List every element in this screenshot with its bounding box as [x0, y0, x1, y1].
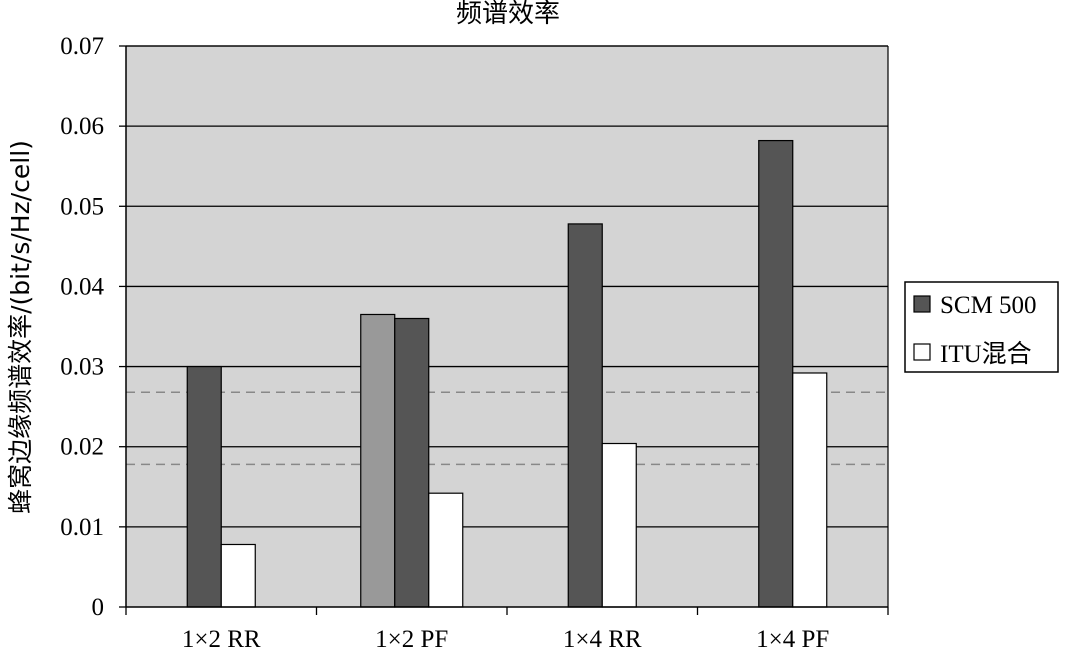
bar-1x4-pf-itu — [792, 372, 828, 608]
legend-label-itu: ITU混合 — [940, 340, 1032, 368]
y-tick-label: 0.03 — [60, 354, 104, 381]
bars — [186, 139, 828, 608]
chart-title: 频谱效率 — [456, 0, 560, 29]
bar-1x2-pf-itu — [428, 492, 464, 608]
x-ticks: 1×2 RR 1×2 PF 1×4 RR 1×4 PF — [125, 607, 889, 650]
legend-label-scm500: SCM 500 — [940, 292, 1037, 319]
x-tick-label-1x4-pf: 1×4 PF — [756, 626, 829, 650]
y-tick-label: 0.07 — [60, 33, 104, 60]
bar-1x4-rr-scm500 — [567, 223, 603, 608]
bar-1x4-pf-scm500 — [758, 139, 794, 608]
x-tick-label-1x4-rr: 1×4 RR — [563, 626, 642, 650]
legend-swatch-itu — [913, 343, 931, 361]
bar-1x2-pf-extra — [360, 313, 396, 608]
y-tick-label: 0 — [92, 594, 105, 621]
legend: SCM 500 ITU混合 — [904, 281, 1059, 373]
y-axis-label: 蜂窝边缘频谱效率/(bit/s/Hz/cell) — [6, 140, 35, 514]
y-tick-label: 0.02 — [60, 434, 104, 461]
y-tick-label: 0.05 — [60, 193, 104, 220]
bar-1x2-rr-itu — [220, 543, 256, 608]
bar-1x2-rr-scm500 — [186, 365, 222, 608]
y-tick-label: 0.04 — [60, 273, 104, 300]
bar-1x2-pf-scm500 — [394, 317, 430, 608]
legend-swatch-scm500 — [913, 295, 931, 313]
y-tick-label: 0.06 — [60, 113, 104, 140]
x-tick-label-1x2-rr: 1×2 RR — [182, 626, 261, 650]
bar-1x4-rr-itu — [601, 442, 637, 608]
y-ticks: 0 0.01 0.02 0.03 0.04 0.05 0.06 0.07 — [60, 33, 126, 621]
x-tick-label-1x2-pf: 1×2 PF — [375, 626, 448, 650]
y-tick-label: 0.01 — [60, 514, 104, 541]
